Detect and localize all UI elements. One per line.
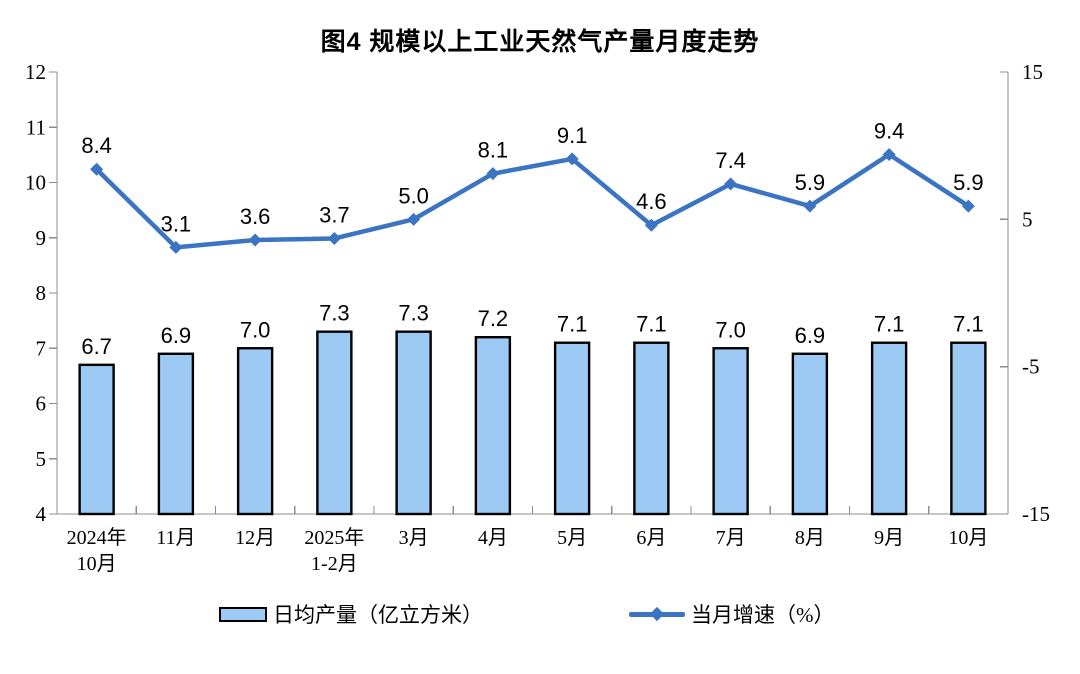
left-axis-tick-label: 7: [36, 336, 47, 360]
x-axis-label: 2024年: [67, 526, 127, 549]
left-axis-tick-label: 5: [36, 447, 47, 471]
left-axis-tick-label: 11: [26, 115, 46, 139]
x-axis-label: 9月: [874, 527, 904, 549]
bar-data-label: 6.9: [161, 323, 192, 348]
line-data-label: 5.9: [795, 170, 826, 195]
bar-data-label: 7.1: [953, 312, 984, 337]
line-marker: [803, 199, 817, 213]
bar-data-label: 7.0: [240, 317, 271, 342]
bar-series-swatch-icon: [219, 606, 267, 622]
line-data-label: 5.0: [398, 183, 429, 208]
line-data-label: 3.6: [240, 204, 271, 229]
bar: [395, 330, 432, 516]
x-axis-label: 3月: [399, 527, 429, 549]
line-marker: [90, 162, 104, 176]
line-series-swatch-icon: [629, 606, 685, 622]
line-marker: [169, 240, 183, 254]
bar: [950, 341, 987, 516]
bar-data-label: 7.3: [319, 301, 350, 326]
x-axis-label: 5月: [557, 527, 587, 549]
line-marker: [248, 233, 262, 247]
right-axis-tick-label: -15: [1022, 502, 1050, 526]
bar-data-label: 7.0: [715, 317, 746, 342]
line-data-label: 4.6: [636, 189, 667, 214]
bar-data-label: 7.3: [398, 301, 429, 326]
x-axis-label: 1-2月: [311, 553, 358, 575]
x-axis-label: 10月: [948, 527, 988, 549]
x-axis-label: 11月: [156, 527, 195, 549]
left-axis-tick-label: 12: [25, 60, 46, 84]
line-data-label: 5.9: [953, 170, 984, 195]
bar-data-label: 6.9: [795, 323, 826, 348]
left-axis-tick-label: 9: [36, 226, 47, 250]
bar: [474, 336, 512, 516]
bar: [712, 347, 749, 516]
line-data-label: 3.1: [161, 211, 192, 236]
x-axis-label: 8月: [795, 527, 825, 549]
x-axis-label: 6月: [636, 527, 666, 549]
bar: [78, 363, 115, 516]
bar-data-label: 6.7: [81, 334, 112, 359]
line-data-label: 9.1: [557, 123, 588, 148]
bar: [870, 341, 908, 516]
x-axis-label: 2025年: [304, 526, 364, 549]
bar: [553, 341, 591, 516]
bar-data-label: 7.2: [478, 306, 509, 331]
bar: [633, 341, 670, 516]
line-marker: [644, 218, 658, 232]
line-data-label: 3.7: [319, 202, 350, 227]
legend-item-bar-series: 日均产量（亿立方米）: [219, 600, 483, 628]
chart-legend: 日均产量（亿立方米） 当月增速（%）: [0, 600, 1080, 640]
line-data-label: 7.4: [715, 148, 746, 173]
line-marker: [486, 167, 500, 181]
left-axis-tick-label: 10: [25, 171, 46, 195]
left-axis-tick-label: 4: [36, 502, 47, 526]
legend-item-line-series: 当月增速（%）: [629, 600, 835, 628]
left-axis-tick-label: 8: [36, 281, 47, 305]
bar-data-label: 7.1: [874, 312, 905, 337]
right-axis-tick-label: 5: [1022, 207, 1033, 231]
legend-label-bar-series: 日均产量（亿立方米）: [273, 603, 483, 627]
right-axis-tick-label: 15: [1022, 60, 1043, 84]
x-axis-label: 10月: [77, 553, 117, 575]
bar: [157, 352, 195, 516]
line-marker: [882, 148, 896, 162]
bar: [316, 330, 353, 516]
chart-title: 图4 规模以上工业天然气产量月度走势: [320, 28, 760, 56]
line-marker: [724, 177, 738, 191]
bar-data-label: 7.1: [636, 312, 667, 337]
bar: [236, 347, 274, 516]
bar: [791, 352, 829, 516]
x-axis-label: 4月: [478, 527, 508, 549]
x-axis-label: 7月: [716, 527, 746, 549]
line-data-label: 8.4: [81, 133, 112, 158]
legend-label-line-series: 当月增速（%）: [691, 603, 835, 627]
line-marker: [407, 212, 421, 226]
line-marker: [565, 152, 579, 166]
line-data-label: 8.1: [478, 138, 509, 163]
left-axis-tick-label: 6: [36, 392, 47, 416]
line-marker: [327, 231, 341, 245]
bar-data-label: 7.1: [557, 312, 588, 337]
x-axis-label: 12月: [235, 527, 275, 549]
right-axis-tick-label: -5: [1022, 355, 1040, 379]
line-series: [94, 152, 971, 250]
line-data-label: 9.4: [874, 119, 905, 144]
line-marker: [961, 199, 975, 213]
